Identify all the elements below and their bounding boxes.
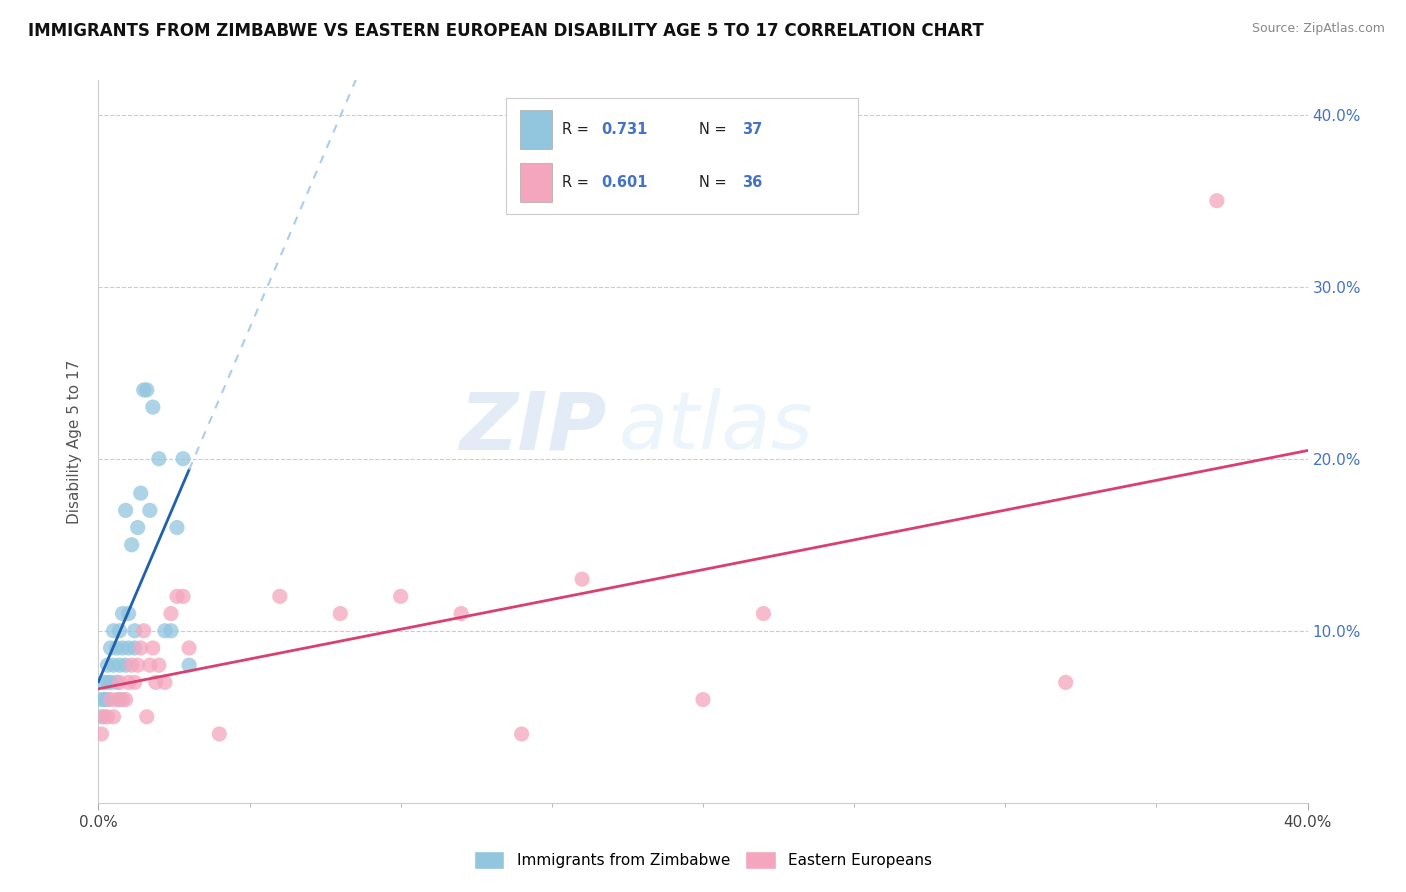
Point [1206, 194, 1229, 208]
Point [100, 640, 122, 655]
Point [1054, 675, 1077, 690]
FancyBboxPatch shape [520, 110, 551, 149]
Text: Source: ZipAtlas.com: Source: ZipAtlas.com [1251, 22, 1385, 36]
Point [692, 692, 714, 706]
Text: IMMIGRANTS FROM ZIMBABWE VS EASTERN EUROPEAN DISABILITY AGE 5 TO 17 CORRELATION : IMMIGRANTS FROM ZIMBABWE VS EASTERN EURO… [28, 22, 984, 40]
Point [111, 692, 134, 706]
Point [96, 710, 118, 724]
Y-axis label: Disability Age 5 to 17: Disability Age 5 to 17 [67, 359, 83, 524]
Point [124, 624, 146, 638]
Text: R =: R = [562, 175, 589, 190]
Point [124, 640, 146, 655]
Text: 0.601: 0.601 [602, 175, 648, 190]
Point [510, 727, 533, 741]
Text: 36: 36 [742, 175, 762, 190]
Point [129, 640, 152, 655]
Point [118, 675, 141, 690]
Point [160, 624, 183, 638]
Point [93, 675, 115, 690]
Point [90, 710, 112, 724]
Point [269, 590, 291, 604]
Point [96, 692, 118, 706]
Point [118, 640, 141, 655]
Point [752, 607, 775, 621]
Point [142, 640, 165, 655]
Point [111, 640, 134, 655]
Text: atlas: atlas [619, 388, 813, 467]
Point [114, 503, 136, 517]
Point [105, 640, 128, 655]
Text: N =: N = [700, 122, 727, 137]
Point [90, 692, 112, 706]
Text: N =: N = [700, 175, 727, 190]
Point [93, 710, 115, 724]
Point [100, 675, 122, 690]
Point [96, 675, 118, 690]
Point [329, 607, 352, 621]
Point [172, 451, 194, 466]
Point [108, 675, 131, 690]
Point [166, 520, 188, 534]
Point [124, 675, 146, 690]
Point [103, 624, 125, 638]
Point [179, 658, 201, 673]
FancyBboxPatch shape [520, 163, 551, 202]
Point [100, 692, 122, 706]
Point [103, 710, 125, 724]
Point [127, 520, 149, 534]
Point [111, 607, 134, 621]
Point [121, 538, 143, 552]
Point [172, 590, 194, 604]
Point [105, 692, 128, 706]
Point [148, 451, 170, 466]
Point [571, 572, 593, 586]
Point [103, 658, 125, 673]
Point [121, 658, 143, 673]
Point [153, 624, 176, 638]
Point [93, 692, 115, 706]
Point [132, 383, 155, 397]
Point [129, 486, 152, 500]
Point [135, 383, 157, 397]
Point [208, 727, 231, 741]
Point [108, 624, 131, 638]
Point [389, 590, 412, 604]
Point [118, 607, 141, 621]
Point [114, 658, 136, 673]
Point [179, 640, 201, 655]
Point [166, 590, 188, 604]
Point [90, 727, 112, 741]
Point [127, 658, 149, 673]
Point [139, 503, 162, 517]
Point [114, 692, 136, 706]
Point [145, 675, 167, 690]
Text: ZIP: ZIP [458, 388, 606, 467]
Legend: Immigrants from Zimbabwe, Eastern Europeans: Immigrants from Zimbabwe, Eastern Europe… [468, 845, 938, 875]
Point [142, 400, 165, 414]
Point [153, 675, 176, 690]
Point [108, 658, 131, 673]
Point [139, 658, 162, 673]
Point [160, 607, 183, 621]
Point [96, 658, 118, 673]
Text: 0.731: 0.731 [602, 122, 647, 137]
Point [450, 607, 472, 621]
Point [105, 675, 128, 690]
Point [148, 658, 170, 673]
Text: 37: 37 [742, 122, 762, 137]
Text: R =: R = [562, 122, 589, 137]
Point [108, 692, 131, 706]
Point [135, 710, 157, 724]
Point [132, 624, 155, 638]
